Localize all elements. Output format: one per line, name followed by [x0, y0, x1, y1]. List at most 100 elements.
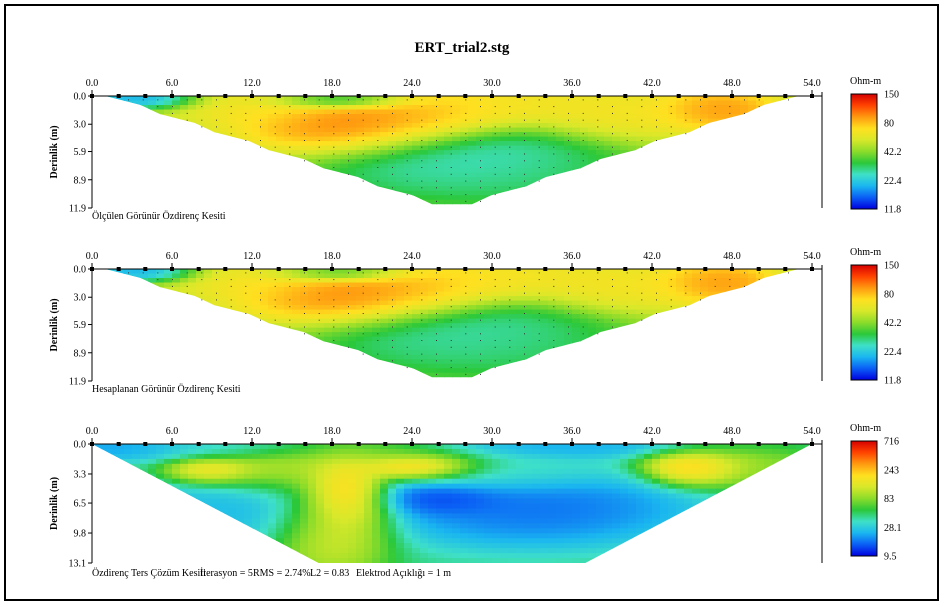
heatmap-cell: [764, 195, 773, 201]
heatmap-cell: [428, 186, 437, 192]
heatmap-cell: [724, 105, 733, 111]
heatmap-cell: [452, 199, 461, 205]
heatmap-cell: [308, 323, 317, 329]
heatmap-cell: [684, 305, 693, 311]
heatmap-cell: [676, 132, 685, 138]
heatmap-cell: [172, 159, 181, 165]
heatmap-cell: [524, 273, 533, 279]
datum-point: [289, 306, 291, 308]
heatmap-cell: [188, 287, 197, 293]
heatmap-cell: [436, 109, 445, 115]
datum-point: [406, 180, 408, 182]
heatmap-cell: [156, 314, 165, 320]
heatmap-cell: [668, 323, 677, 329]
heatmap-cell: [324, 163, 333, 169]
heatmap-cell: [660, 368, 669, 374]
heatmap-cell: [508, 327, 517, 333]
heatmap-cell: [284, 309, 293, 315]
heatmap-cell: [484, 109, 493, 115]
heatmap-cell: [180, 269, 189, 275]
heatmap-cell: [428, 172, 437, 178]
heatmap-cell: [700, 114, 709, 120]
heatmap-cell: [172, 105, 181, 111]
heatmap-cell: [452, 273, 461, 279]
datum-point: [172, 279, 173, 281]
heatmap-cell: [188, 332, 197, 338]
heatmap-cell: [428, 368, 437, 374]
heatmap-cell: [452, 96, 461, 102]
heatmap-cell: [332, 278, 341, 284]
heatmap-cell: [108, 336, 117, 342]
heatmap-cell: [140, 136, 149, 142]
datum-point: [509, 126, 511, 128]
heatmap-cell: [692, 314, 701, 320]
heatmap-cell: [356, 359, 365, 365]
heatmap-cell: [492, 363, 501, 369]
datum-point: [582, 153, 584, 155]
heatmap-cell: [164, 114, 173, 120]
heatmap-cell: [212, 118, 221, 124]
heatmap-cell: [260, 154, 269, 160]
heatmap-cell: [252, 141, 261, 147]
heatmap-cell: [572, 195, 581, 201]
heatmap-cell: [612, 100, 621, 106]
heatmap-cell: [228, 368, 237, 374]
heatmap-cell: [692, 345, 701, 351]
heatmap-cell: [324, 100, 333, 106]
heatmap-cell: [500, 136, 509, 142]
heatmap-cell: [500, 368, 509, 374]
heatmap-cell: [748, 327, 757, 333]
heatmap-cell: [420, 300, 429, 306]
heatmap-cell: [612, 105, 621, 111]
heatmap-cell: [404, 372, 413, 378]
datum-point: [465, 333, 467, 335]
heatmap-cell: [212, 309, 221, 315]
heatmap-cell: [404, 190, 413, 196]
heatmap-cell: [788, 136, 797, 142]
heatmap-cell: [220, 350, 229, 356]
heatmap-cell: [780, 336, 789, 342]
heatmap-cell: [124, 354, 133, 360]
heatmap-cell: [796, 127, 799, 133]
heatmap-cell: [204, 372, 213, 378]
heatmap-cell: [308, 363, 317, 369]
heatmap-cell: [612, 186, 621, 192]
heatmap-cell: [764, 323, 773, 329]
heatmap-cell: [804, 101, 813, 106]
heatmap-cell: [132, 163, 141, 169]
datum-point: [216, 119, 217, 121]
heatmap-cell: [228, 190, 237, 196]
heatmap-cell: [124, 350, 133, 356]
heatmap-cell: [788, 282, 797, 288]
heatmap-cell: [220, 100, 229, 106]
heatmap-cell: [244, 309, 253, 315]
heatmap-cell: [548, 327, 557, 333]
heatmap-cell: [748, 136, 757, 142]
heatmap-cell: [492, 150, 501, 156]
heatmap-cell: [348, 190, 357, 196]
heatmap-cell: [116, 159, 125, 165]
heatmap-cell: [420, 154, 429, 160]
heatmap-cell: [308, 141, 317, 147]
heatmap-cell: [556, 199, 565, 205]
heatmap-cell: [236, 154, 245, 160]
heatmap-cell: [740, 150, 749, 156]
heatmap-cell: [724, 350, 733, 356]
heatmap-cell: [436, 190, 445, 196]
heatmap-cell: [348, 372, 357, 378]
heatmap-cell: [532, 332, 541, 338]
heatmap-cell: [220, 363, 229, 369]
heatmap-cell: [660, 350, 669, 356]
heatmap-cell: [516, 136, 525, 142]
heatmap-cell: [540, 114, 549, 120]
heatmap-cell: [444, 114, 453, 120]
heatmap-cell: [180, 190, 189, 196]
heatmap-cell: [268, 186, 277, 192]
heatmap-cell: [188, 109, 197, 115]
heatmap-cell: [204, 282, 213, 288]
heatmap-cell: [692, 132, 701, 138]
heatmap-cell: [708, 287, 717, 293]
heatmap-cell: [548, 105, 557, 111]
heatmap-cell: [428, 199, 437, 205]
heatmap-cell: [332, 341, 341, 347]
